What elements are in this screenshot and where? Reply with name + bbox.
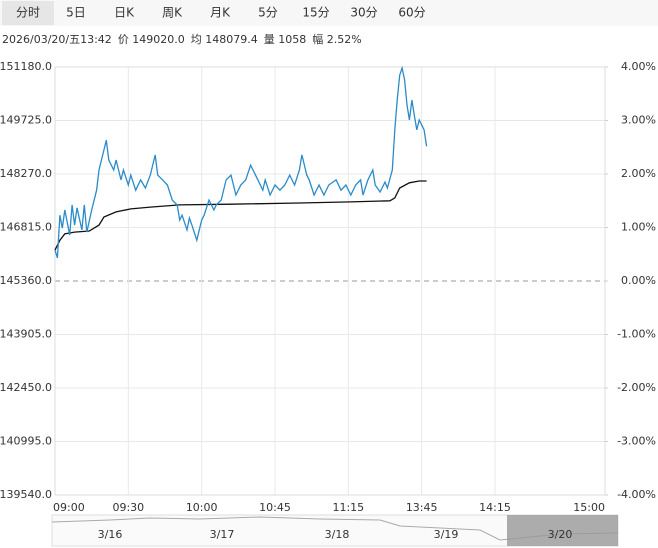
y-tick-label: 149725.0 bbox=[0, 114, 52, 127]
plot-frame bbox=[54, 66, 606, 496]
y2-tick-label: 1.00% bbox=[621, 221, 656, 234]
navigator-line bbox=[51, 516, 619, 541]
navigator-date: 3/17 bbox=[210, 528, 235, 541]
y2-tick-label: 4.00% bbox=[621, 60, 656, 73]
navigator-date: 3/16 bbox=[98, 528, 123, 541]
navigator-date: 3/20 bbox=[548, 528, 573, 541]
y2-tick-label: -1.00% bbox=[617, 328, 656, 341]
y-tick-label: 145360.0 bbox=[0, 274, 52, 287]
tab[interactable]: 30分 bbox=[350, 6, 377, 20]
x-tick-label: 10:00 bbox=[186, 501, 218, 514]
y-tick-label: 146815.0 bbox=[0, 221, 52, 234]
tab[interactable]: 月K bbox=[210, 6, 231, 20]
x-tick-label: 09:30 bbox=[112, 501, 144, 514]
info-item: 幅 2.52% bbox=[312, 33, 361, 46]
y-tick-label: 151180.0 bbox=[0, 60, 52, 73]
tab[interactable]: 60分 bbox=[398, 6, 425, 20]
tab-bar bbox=[0, 0, 658, 26]
navigator-selection[interactable] bbox=[507, 515, 618, 546]
x-tick-label: 11:15 bbox=[332, 501, 364, 514]
active-tab-bg bbox=[2, 1, 54, 25]
tab[interactable]: 5分 bbox=[258, 6, 278, 20]
info-item: 2026/03/20/五13:42 bbox=[2, 33, 112, 46]
y2-tick-label: -2.00% bbox=[617, 381, 656, 394]
info-item: 均 148079.4 bbox=[191, 33, 258, 46]
tab[interactable]: 分时 bbox=[16, 6, 40, 20]
x-tick-label: 09:00 bbox=[53, 501, 85, 514]
x-tick-label: 10:45 bbox=[259, 501, 291, 514]
y2-tick-label: -3.00% bbox=[617, 435, 656, 448]
y2-tick-label: 2.00% bbox=[621, 167, 656, 180]
y2-tick-label: 3.00% bbox=[621, 114, 656, 127]
x-tick-label: 14:15 bbox=[479, 501, 511, 514]
y-tick-label: 142450.0 bbox=[0, 381, 52, 394]
price-line bbox=[54, 65, 428, 258]
y2-tick-label: 0.00% bbox=[621, 274, 656, 287]
y-tick-label: 148270.0 bbox=[0, 167, 52, 180]
tab[interactable]: 日K bbox=[114, 6, 135, 20]
navigator-date: 3/19 bbox=[434, 528, 459, 541]
x-tick-label: 13:45 bbox=[406, 501, 438, 514]
y2-tick-label: -4.00% bbox=[617, 488, 656, 501]
y-tick-label: 140995.0 bbox=[0, 435, 52, 448]
average-line bbox=[54, 180, 427, 251]
info-item: 价 149020.0 bbox=[118, 33, 185, 46]
y-tick-label: 143905.0 bbox=[0, 328, 52, 341]
tab[interactable]: 5日 bbox=[66, 6, 86, 20]
y-tick-label: 139540.0 bbox=[0, 488, 52, 501]
x-tick-label: 15:00 bbox=[573, 501, 605, 514]
navigator-date: 3/18 bbox=[325, 528, 350, 541]
tab[interactable]: 15分 bbox=[302, 6, 329, 20]
tab[interactable]: 周K bbox=[162, 6, 183, 20]
info-item: 量 1058 bbox=[264, 33, 307, 46]
